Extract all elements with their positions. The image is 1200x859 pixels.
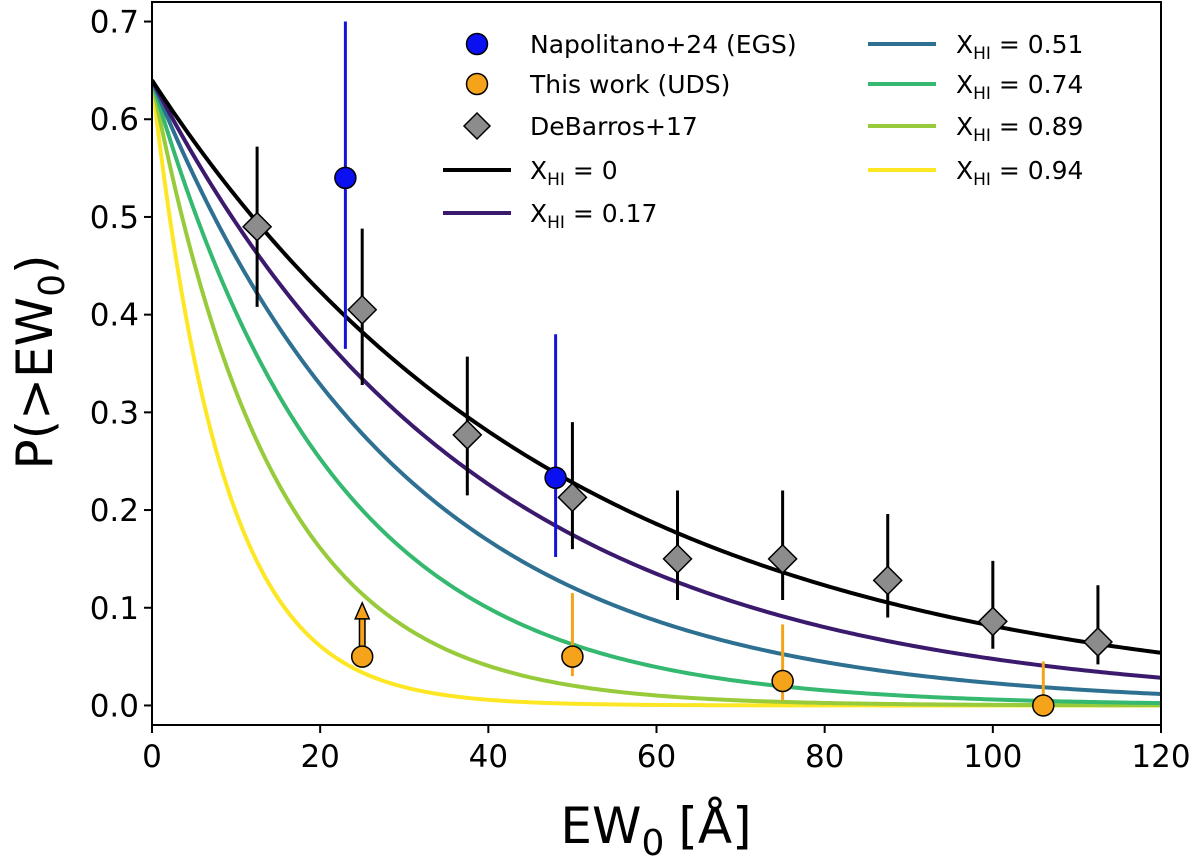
napolitano-24-egs-point: [334, 166, 357, 190]
y-tick-label: 0.7: [90, 5, 139, 41]
legend-label: This work (UDS): [529, 70, 730, 99]
legend-label: XHI = 0.74: [956, 70, 1083, 104]
this-work-uds-point: [771, 669, 794, 693]
legend-entry: XHI = 0.94: [868, 156, 1083, 190]
y-tick-label: 0.2: [90, 493, 139, 529]
debarros-17-point: [557, 482, 588, 513]
debarros-17-point: [242, 211, 273, 242]
x-tick-label: 100: [963, 739, 1022, 775]
curve-x-hi-0-74: [152, 79, 1161, 706]
data-markers: [242, 166, 1113, 717]
x-tick-label: 0: [142, 739, 162, 775]
legend-label: XHI = 0.51: [956, 30, 1083, 64]
legend-entry: XHI = 0.74: [868, 70, 1083, 104]
x-tick-label: 120: [1131, 739, 1190, 775]
legend-entry: Napolitano+24 (EGS): [465, 30, 797, 59]
curve-x-hi-0-17: [152, 79, 1161, 680]
axis-ticks: 0 20 40 60 80 100 120 0.0 0.1 0.2 0.3 0.4 0.5 0.6 0.7: [90, 5, 1191, 775]
y-tick-label: 0.1: [90, 591, 139, 627]
legend-entry: DeBarros+17: [462, 111, 698, 141]
this-work-uds-point: [561, 645, 584, 668]
y-tick-label: 0.4: [90, 298, 139, 334]
legend: Napolitano+24 (EGS) This work (UDS) DeBarr…: [443, 30, 1083, 233]
x-axis-title: EW0 [Å]: [560, 797, 751, 859]
legend-label: XHI = 0.89: [956, 112, 1083, 146]
this-work-uds-point: [1032, 694, 1055, 717]
curve-x-hi-0-89: [152, 79, 1161, 708]
y-tick-label: 0.0: [90, 688, 139, 724]
legend-entry: XHI = 0.89: [868, 112, 1083, 146]
legend-label: XHI = 0.94: [956, 156, 1083, 190]
y-tick-label: 0.5: [90, 200, 139, 236]
debarros-17-point: [452, 419, 483, 450]
model-curves: [152, 79, 1161, 708]
this-work-uds-limit-arrow-head: [354, 601, 371, 620]
legend-entry: XHI = 0.51: [868, 30, 1083, 64]
legend-label: DeBarros+17: [530, 112, 698, 141]
y-axis-title: P(>EW0): [6, 254, 73, 469]
y-tick-label: 0.3: [90, 395, 139, 431]
curve-x-hi-0-51: [152, 79, 1161, 697]
x-tick-label: 20: [300, 739, 339, 775]
x-tick-label: 60: [637, 739, 676, 775]
debarros-17-point: [1082, 626, 1113, 658]
legend-entry: This work (UDS): [465, 70, 730, 99]
y-tick-label: 0.6: [90, 102, 139, 138]
x-tick-label: 40: [469, 739, 508, 775]
debarros-17-point: [662, 543, 693, 574]
legend-entry: XHI = 0: [443, 156, 618, 190]
legend-entry: XHI = 0.17: [443, 199, 657, 233]
legend-label: XHI = 0: [530, 156, 618, 190]
legend-marker: [462, 111, 492, 141]
legend-marker: [465, 72, 489, 96]
debarros-17-point: [767, 543, 798, 574]
debarros-17-point: [347, 294, 378, 325]
legend-label: Napolitano+24 (EGS): [530, 30, 797, 59]
this-work-uds-point: [350, 645, 374, 668]
napolitano-24-egs-point: [544, 466, 567, 490]
x-tick-label: 80: [805, 739, 844, 775]
legend-label: XHI = 0.17: [530, 199, 657, 233]
debarros-17-point: [872, 565, 903, 596]
debarros-17-point: [977, 606, 1008, 637]
legend-marker: [465, 32, 489, 56]
